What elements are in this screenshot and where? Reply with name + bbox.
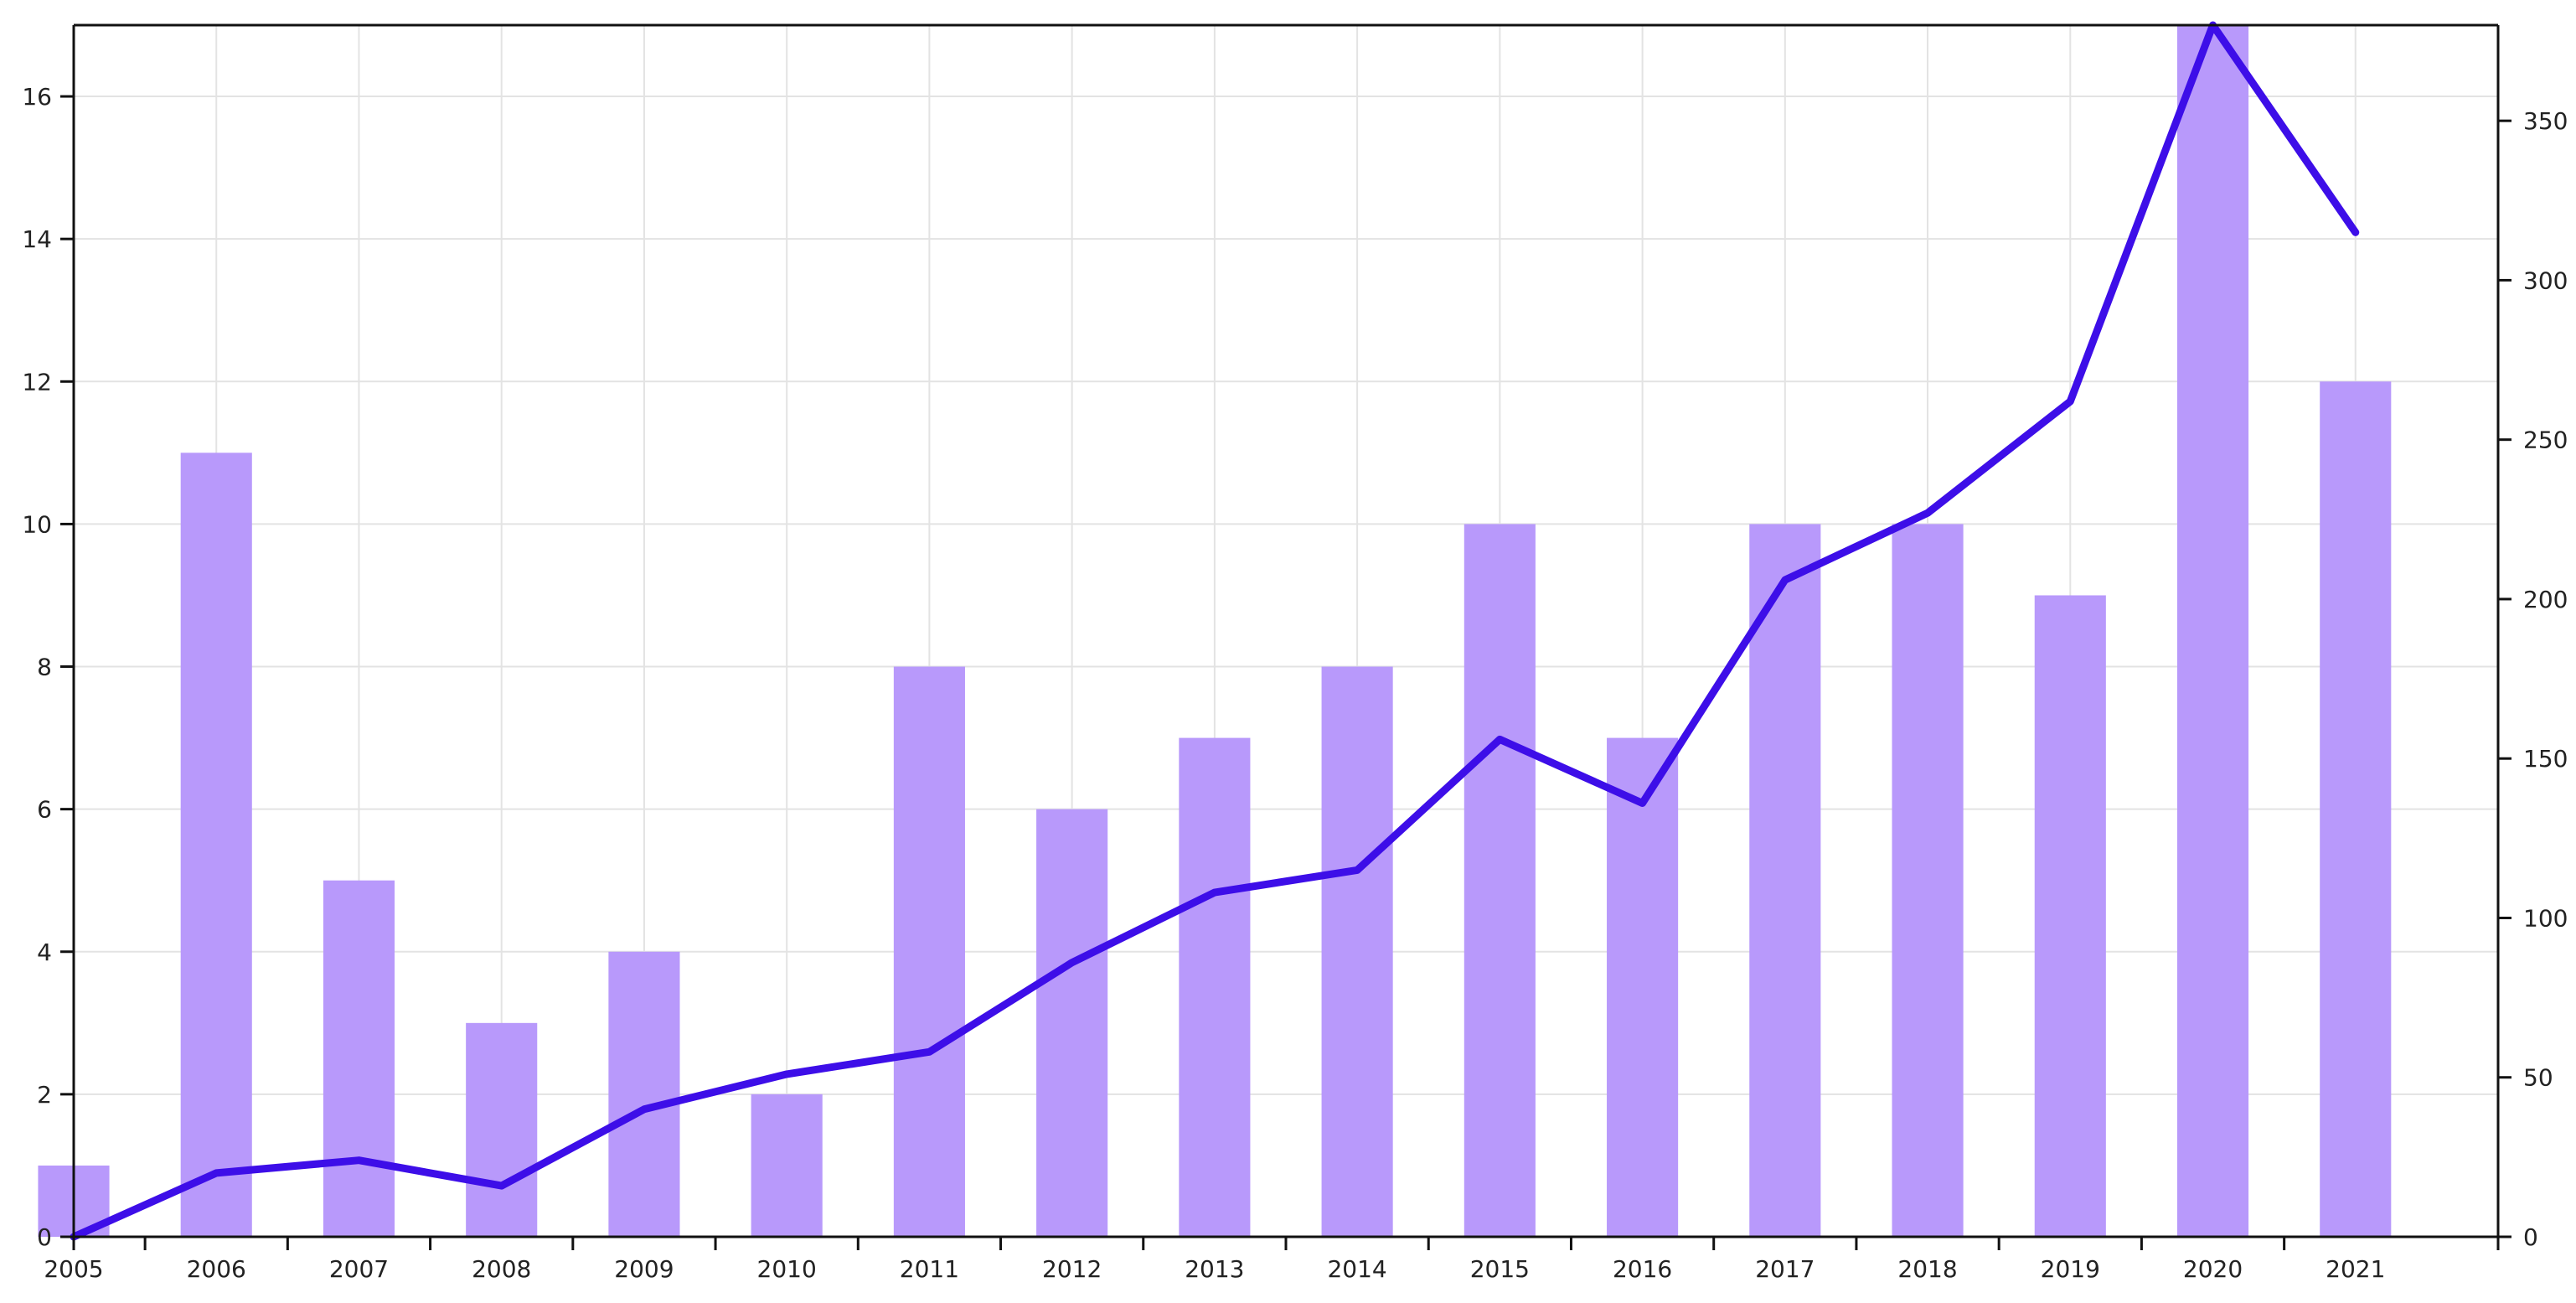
right-tick-label: 0 bbox=[2523, 1223, 2538, 1251]
left-tick-label: 2 bbox=[37, 1081, 52, 1109]
bar-2006 bbox=[180, 452, 252, 1237]
x-tick-label-2010: 2010 bbox=[757, 1255, 817, 1283]
right-tick-label: 100 bbox=[2523, 904, 2568, 932]
axes bbox=[60, 23, 2511, 1250]
x-tick-label-2006: 2006 bbox=[187, 1255, 246, 1283]
bar-2012 bbox=[1036, 809, 1108, 1237]
left-tick-label: 0 bbox=[37, 1223, 52, 1251]
x-tick-label-2014: 2014 bbox=[1327, 1255, 1386, 1283]
bar-2010 bbox=[751, 1094, 823, 1237]
x-tick-label-2009: 2009 bbox=[614, 1255, 674, 1283]
right-tick-label: 50 bbox=[2523, 1064, 2553, 1092]
x-tick-label-2011: 2011 bbox=[900, 1255, 959, 1283]
right-tick-label: 150 bbox=[2523, 745, 2568, 773]
right-tick-label: 250 bbox=[2523, 427, 2568, 454]
bar-2019 bbox=[2034, 595, 2106, 1237]
x-tick-label-2008: 2008 bbox=[472, 1255, 531, 1283]
bar-2009 bbox=[608, 951, 680, 1237]
tick-labels: 0 2 4 6 8 10 12 14 16 0 50 100 150 200 250 300 350 2005 20… bbox=[22, 83, 2568, 1283]
left-tick-label: 12 bbox=[22, 368, 52, 396]
x-tick-label-2020: 2020 bbox=[2183, 1255, 2243, 1283]
bar-2016 bbox=[1607, 737, 1679, 1237]
grid-lines bbox=[73, 25, 2498, 1237]
left-tick-label: 10 bbox=[22, 510, 52, 538]
x-tick-label-2013: 2013 bbox=[1185, 1255, 1244, 1283]
x-tick-label-2018: 2018 bbox=[1897, 1255, 1957, 1283]
bar-2021 bbox=[2320, 381, 2392, 1237]
bar-series bbox=[38, 25, 2392, 1237]
x-tick-label-2016: 2016 bbox=[1613, 1255, 1672, 1283]
bar-2007 bbox=[323, 880, 395, 1237]
bar-2008 bbox=[466, 1022, 538, 1237]
right-tick-label: 350 bbox=[2523, 107, 2568, 135]
right-tick-label: 300 bbox=[2523, 266, 2568, 294]
left-tick-label: 16 bbox=[22, 83, 52, 111]
x-tick-label-2019: 2019 bbox=[2041, 1255, 2100, 1283]
left-tick-label: 14 bbox=[22, 225, 52, 253]
bar-2011 bbox=[893, 666, 965, 1237]
x-tick-label-2021: 2021 bbox=[2326, 1255, 2385, 1283]
x-tick-label-2017: 2017 bbox=[1755, 1255, 1815, 1283]
x-tick-label-2007: 2007 bbox=[329, 1255, 389, 1283]
x-tick-label-2012: 2012 bbox=[1042, 1255, 1102, 1283]
bar-2020 bbox=[2176, 25, 2249, 1237]
bar-2014 bbox=[1321, 666, 1393, 1237]
x-tick-label-2005: 2005 bbox=[44, 1255, 103, 1283]
bar-2018 bbox=[1892, 524, 1964, 1237]
left-tick-label: 6 bbox=[37, 796, 52, 824]
bar-2017 bbox=[1749, 524, 1821, 1237]
bar-2013 bbox=[1179, 737, 1251, 1237]
x-tick-label-2015: 2015 bbox=[1470, 1255, 1530, 1283]
left-tick-label: 4 bbox=[37, 938, 52, 966]
left-tick-label: 8 bbox=[37, 654, 52, 681]
bar-2015 bbox=[1464, 524, 1536, 1237]
right-tick-label: 200 bbox=[2523, 586, 2568, 613]
